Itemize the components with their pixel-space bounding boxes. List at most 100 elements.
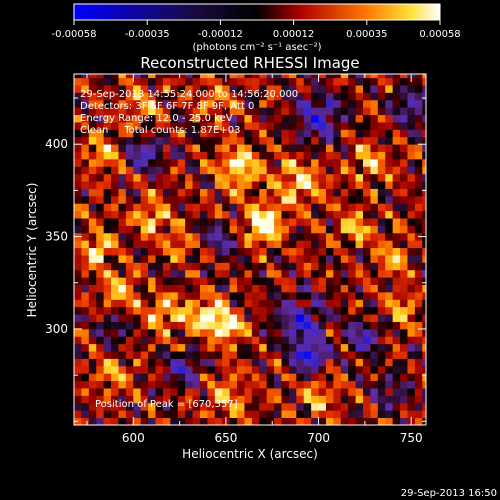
heatmap-cell bbox=[281, 166, 290, 175]
heatmap-cell bbox=[140, 255, 149, 263]
heatmap-cell bbox=[370, 247, 379, 256]
heatmap-cell bbox=[140, 351, 149, 359]
heatmap-cell bbox=[133, 210, 142, 219]
heatmap-cell bbox=[259, 151, 268, 160]
heatmap-cell bbox=[407, 262, 416, 271]
heatmap-cell bbox=[199, 343, 208, 352]
heatmap-cell bbox=[281, 262, 290, 271]
heatmap-cell bbox=[199, 85, 208, 93]
heatmap-cell bbox=[400, 277, 408, 285]
heatmap-cell bbox=[259, 74, 268, 79]
heatmap-cell bbox=[385, 299, 394, 308]
heatmap-cell bbox=[125, 269, 134, 278]
heatmap-cell bbox=[140, 395, 149, 404]
heatmap-cell bbox=[392, 380, 401, 389]
heatmap-cell bbox=[422, 218, 426, 226]
heatmap-cell bbox=[237, 365, 245, 374]
heatmap-cell bbox=[363, 85, 371, 93]
heatmap-cell bbox=[74, 114, 82, 123]
heatmap-cell bbox=[318, 365, 327, 374]
heatmap-cell bbox=[422, 210, 426, 219]
heatmap-cell bbox=[148, 188, 156, 197]
heatmap-cell bbox=[288, 136, 297, 145]
heatmap-cell bbox=[111, 284, 119, 293]
heatmap-cell bbox=[148, 107, 156, 116]
heatmap-cell bbox=[162, 188, 171, 197]
heatmap-cell bbox=[103, 395, 112, 404]
heatmap-cell bbox=[81, 365, 90, 374]
heatmap-cell bbox=[400, 188, 408, 197]
heatmap-cell bbox=[251, 158, 260, 167]
heatmap-cell bbox=[118, 410, 127, 419]
heatmap-cell bbox=[274, 166, 282, 175]
heatmap-cell bbox=[325, 402, 334, 411]
heatmap-cell bbox=[348, 92, 356, 101]
heatmap-cell bbox=[140, 410, 149, 419]
heatmap-cell bbox=[74, 158, 82, 167]
heatmap-cell bbox=[244, 114, 253, 123]
heatmap-cell bbox=[377, 402, 386, 411]
heatmap-cell bbox=[370, 299, 379, 308]
heatmap-cell bbox=[118, 402, 127, 411]
heatmap-cell bbox=[407, 410, 416, 419]
heatmap-cell bbox=[170, 158, 179, 167]
heatmap-cell bbox=[199, 373, 208, 382]
heatmap-cell bbox=[177, 85, 186, 93]
heatmap-cell bbox=[237, 122, 245, 130]
heatmap-cell bbox=[177, 321, 186, 330]
heatmap-cell bbox=[103, 158, 112, 167]
heatmap-cell bbox=[340, 255, 349, 263]
heatmap-cell bbox=[363, 151, 371, 160]
heatmap-cell bbox=[251, 373, 260, 382]
heatmap-cell bbox=[140, 299, 149, 308]
heatmap-cell bbox=[318, 77, 327, 86]
heatmap-cell bbox=[199, 77, 208, 86]
heatmap-cell bbox=[303, 232, 312, 241]
heatmap-cell bbox=[148, 195, 156, 204]
heatmap-cell bbox=[377, 306, 386, 315]
heatmap-cell bbox=[88, 395, 97, 404]
heatmap-cell bbox=[370, 343, 379, 352]
heatmap-cell bbox=[363, 373, 371, 382]
heatmap-cell bbox=[348, 114, 356, 123]
heatmap-cell bbox=[133, 314, 142, 322]
heatmap-cell bbox=[237, 232, 245, 241]
heatmap-cell bbox=[155, 136, 164, 145]
heatmap-cell bbox=[251, 129, 260, 138]
heatmap-cell bbox=[325, 255, 334, 263]
heatmap-cell bbox=[162, 166, 171, 175]
heatmap-cell bbox=[303, 269, 312, 278]
heatmap-cell bbox=[148, 255, 156, 263]
heatmap-cell bbox=[259, 395, 268, 404]
heatmap-cell bbox=[325, 373, 334, 382]
heatmap-cell bbox=[355, 314, 364, 322]
heatmap-cell bbox=[118, 321, 127, 330]
heatmap-cell bbox=[148, 144, 156, 152]
heatmap-cell bbox=[333, 158, 342, 167]
heatmap-cell bbox=[266, 151, 275, 160]
heatmap-cell bbox=[229, 255, 238, 263]
heatmap-cell bbox=[274, 225, 282, 234]
annotation-clean-counts: Clean Total counts: 1.87E+03 bbox=[80, 125, 240, 136]
heatmap-cell bbox=[222, 351, 231, 359]
heatmap-cell bbox=[96, 122, 105, 130]
heatmap-cell bbox=[333, 77, 342, 86]
heatmap-cell bbox=[392, 188, 401, 197]
heatmap-cell bbox=[229, 291, 238, 300]
heatmap-cell bbox=[237, 92, 245, 101]
heatmap-cell bbox=[392, 166, 401, 175]
heatmap-cell bbox=[74, 299, 82, 308]
heatmap-cell bbox=[207, 107, 216, 116]
heatmap-cell bbox=[170, 262, 179, 271]
heatmap-cell bbox=[377, 314, 386, 322]
heatmap-cell bbox=[199, 232, 208, 241]
heatmap-cell bbox=[392, 306, 401, 315]
heatmap-cell bbox=[251, 173, 260, 182]
heatmap-cell bbox=[185, 395, 193, 404]
heatmap-cell bbox=[377, 151, 386, 160]
heatmap-cell bbox=[155, 144, 164, 152]
heatmap-cell bbox=[74, 373, 82, 382]
heatmap-cell bbox=[237, 225, 245, 234]
heatmap-cell bbox=[340, 232, 349, 241]
heatmap-cell bbox=[377, 203, 386, 212]
